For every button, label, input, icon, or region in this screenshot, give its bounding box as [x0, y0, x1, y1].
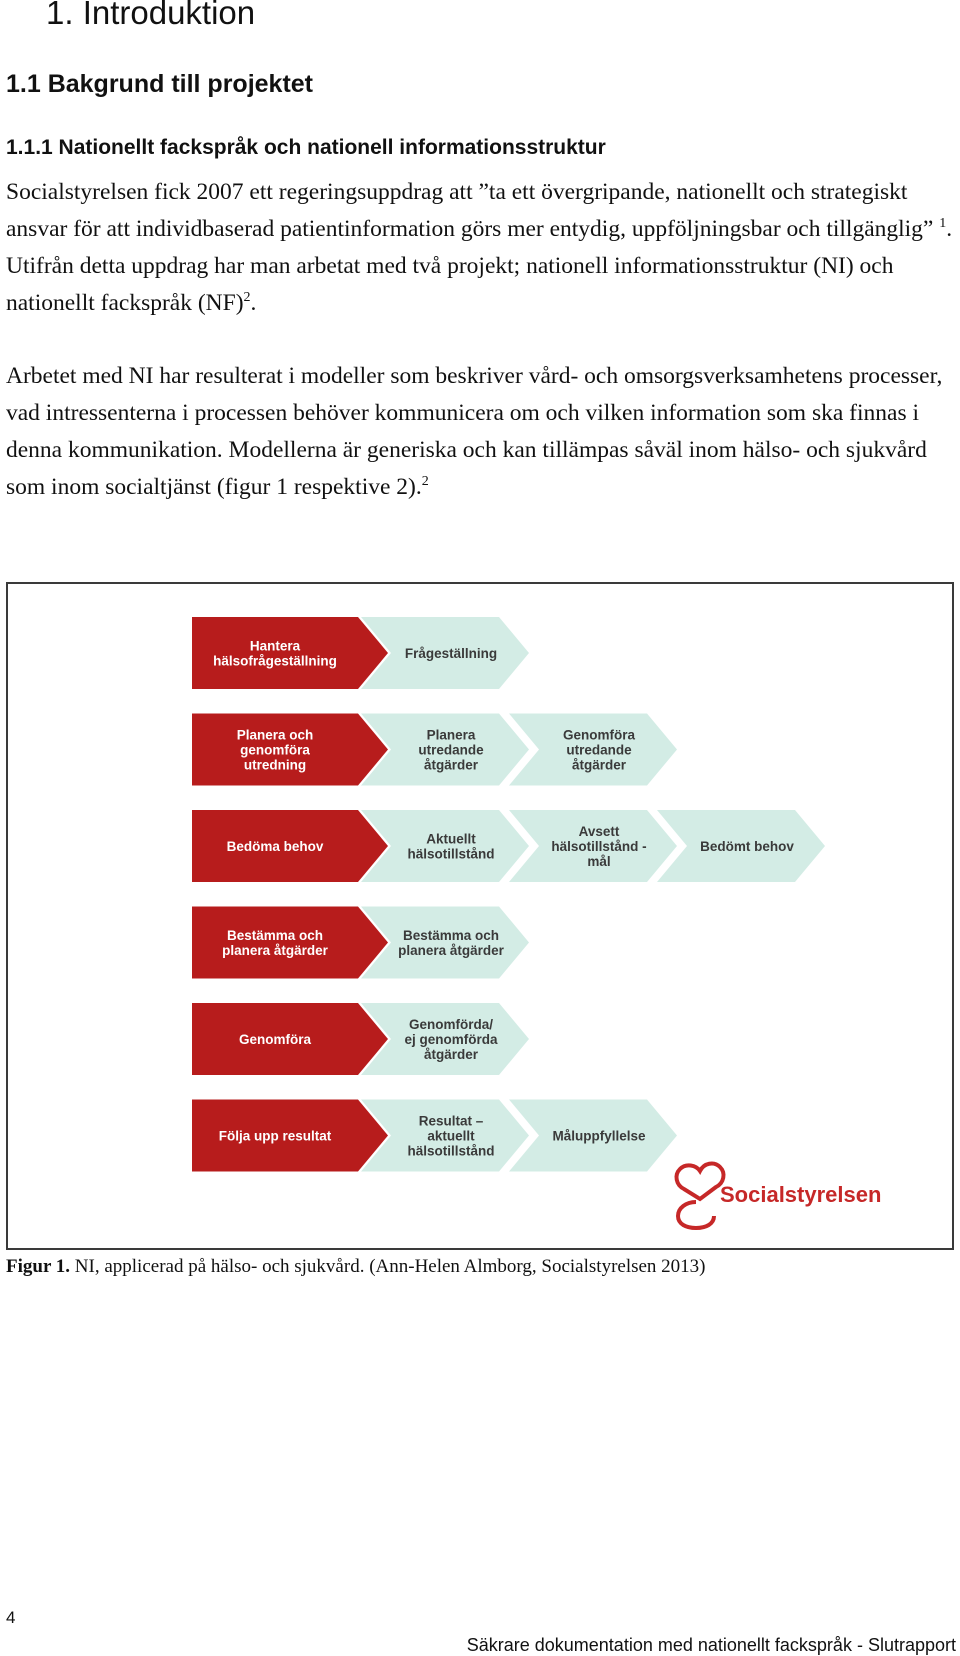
- process-chevron: [192, 1003, 388, 1075]
- process-chevron: [192, 1099, 388, 1172]
- process-chevron-label: Bedöma behov: [227, 839, 324, 854]
- chapter-heading: 1. Introduktion: [46, 0, 256, 31]
- info-chevron: [361, 1099, 529, 1172]
- paragraph-ni-text: Arbetet med NI har resulterat i modeller…: [6, 363, 943, 500]
- info-chevron-label: Bestämma och planera åtgärder: [398, 928, 505, 958]
- paragraph-intro: Socialstyrelsen fick 2007 ett regeringsu…: [6, 174, 956, 322]
- process-chevron-label: Genomföra: [239, 1032, 312, 1047]
- footnote-ref-3: 2: [421, 474, 429, 489]
- info-chevron-label: Genomförda/ej genomförda åtgärder: [404, 1017, 498, 1062]
- paragraph-ni: Arbetet med NI har resulterat i modeller…: [6, 358, 956, 506]
- info-chevron: [509, 713, 677, 786]
- process-chevron: [192, 617, 388, 689]
- info-chevron: [361, 906, 529, 979]
- info-chevron: [509, 1099, 677, 1172]
- process-chevron-label: Hantera hälsofrågeställning: [213, 639, 337, 669]
- process-chevron: [192, 906, 388, 979]
- info-chevron: [361, 617, 529, 689]
- logo-text: Socialstyrelsen: [720, 1182, 881, 1207]
- paragraph-intro-part1: Socialstyrelsen fick 2007 ett regeringsu…: [6, 179, 940, 242]
- figure-ni-process: Frågeställning Hantera hälsofrågeställning…: [6, 582, 954, 1250]
- info-chevron-label: Avsett hälsotillstånd -mål: [551, 824, 646, 869]
- info-chevron-label: Genomföra utredande åtgärder: [563, 728, 636, 773]
- info-chevron: [509, 810, 677, 882]
- info-chevron: [361, 713, 529, 786]
- info-chevron-label: Frågeställning: [405, 646, 497, 661]
- socialstyrelsen-logo: Socialstyrelsen: [674, 1161, 881, 1231]
- subsection-heading: 1.1.1 Nationellt fackspråk och nationell…: [6, 136, 606, 159]
- figure-caption-text: NI, applicerad på hälso- och sjukvård. (…: [70, 1256, 706, 1277]
- process-chevron-label: Planera och genomföra utredning: [237, 728, 314, 773]
- info-chevron-label: Resultat – aktuellt hälsotillstånd: [407, 1114, 494, 1159]
- process-diagram: Frågeställning Hantera hälsofrågeställning…: [192, 617, 881, 1231]
- process-chevron: [192, 810, 388, 882]
- info-chevron-label: Planera utredande åtgärder: [418, 728, 484, 773]
- info-chevron-label: Måluppfyllelse: [552, 1129, 646, 1144]
- info-chevron: [361, 1003, 529, 1075]
- info-chevron: [361, 810, 529, 882]
- figure-caption-label: Figur 1.: [6, 1256, 71, 1277]
- paragraph-intro-part2: . Utifrån detta uppdrag har man arbetat …: [6, 216, 953, 316]
- process-chevron-label: Bestämma och planera åtgärder: [222, 928, 329, 958]
- footer-title: Säkrare dokumentation med nationellt fac…: [466, 1635, 956, 1655]
- footnote-ref-2: 2: [243, 290, 251, 305]
- info-chevron-label: Bedömt behov: [700, 839, 794, 854]
- figure-caption: Figur 1. NI, applicerad på hälso- och sj…: [6, 1256, 706, 1278]
- logo-mark-icon: [674, 1161, 726, 1231]
- info-chevron: [657, 810, 825, 882]
- paragraph-intro-part3: .: [250, 290, 257, 316]
- process-chevron: [192, 713, 388, 786]
- process-chevron-label: Följa upp resultat: [219, 1129, 332, 1144]
- section-heading: 1.1 Bakgrund till projektet: [6, 70, 314, 98]
- page-number: 4: [6, 1608, 16, 1627]
- footnote-ref-1: 1: [939, 216, 947, 231]
- info-chevron-label: Aktuellt hälsotillstånd: [407, 832, 494, 862]
